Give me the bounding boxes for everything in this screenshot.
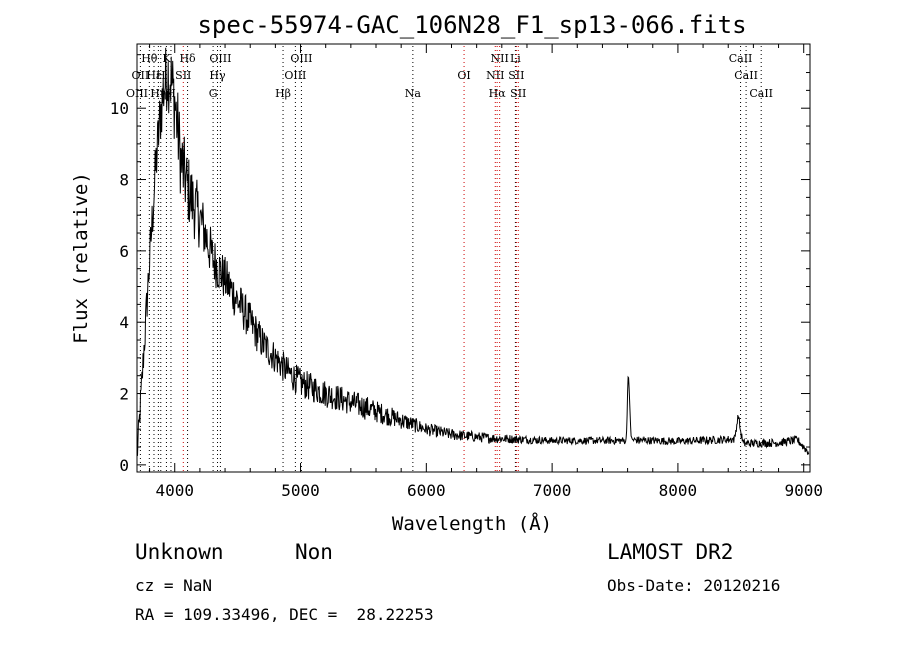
y-tick-label: 8	[119, 171, 129, 190]
axis-ticks: 4000 5000 6000 7000 8000 9000 0 2 4 6 8 10	[110, 44, 823, 500]
object-class: Unknown	[135, 540, 224, 564]
spectral-line-label: G	[209, 87, 218, 100]
spectral-line-label: SII	[508, 69, 524, 82]
y-tick-label: 2	[119, 385, 129, 404]
spectral-line-label: OII	[132, 69, 150, 82]
spectral-line-label: CaII	[729, 52, 753, 65]
spectral-line-label: Hδ	[179, 52, 196, 65]
spectral-line-label: Hα	[489, 87, 507, 100]
y-tick-label: 0	[119, 456, 129, 475]
spectral-line-label: NII	[491, 52, 509, 65]
spectral-line-label: OIII	[126, 87, 148, 100]
spectral-line-label: OIII	[284, 69, 306, 82]
spectral-line-label: K	[162, 52, 171, 65]
survey-name: LAMOST DR2	[607, 540, 734, 564]
spectral-line-label: SII	[175, 69, 191, 82]
spectral-line-label: NII	[486, 69, 504, 82]
spectral-line-label: Hγ	[209, 69, 226, 82]
y-tick-label: 6	[119, 242, 129, 261]
coordinates: RA = 109.33496, DEC = 28.22253	[135, 605, 434, 624]
chart-title: spec-55974-GAC_106N28_F1_sp13-066.fits	[197, 11, 746, 39]
x-tick-label: 4000	[155, 481, 194, 500]
x-tick-label: 9000	[784, 481, 823, 500]
spectral-line-label: Na	[405, 87, 422, 100]
redshift-value: cz = NaN	[135, 576, 213, 595]
spectral-line-label: H	[156, 69, 166, 82]
y-tick-label: 4	[119, 313, 129, 332]
spectrum-series-line	[136, 47, 810, 456]
spectral-line-label: CaII	[734, 69, 758, 82]
spectral-line-label: CaII	[749, 87, 773, 100]
x-tick-label: 6000	[407, 481, 446, 500]
x-tick-label: 5000	[281, 481, 320, 500]
spectral-line-label: OIII	[290, 52, 312, 65]
spectral-line-label: OI	[457, 69, 470, 82]
x-axis-label: Wavelength (Å)	[392, 512, 552, 535]
y-tick-label: 10	[110, 99, 129, 118]
spectral-line-label: Li	[510, 52, 521, 65]
spectral-line-label: OIII	[209, 52, 231, 65]
spectral-line-label: SII	[510, 87, 526, 100]
x-tick-label: 8000	[659, 481, 698, 500]
spectral-line-label: Hβ	[275, 87, 291, 100]
plot-frame	[136, 43, 811, 473]
observation-date: Obs-Date: 20120216	[607, 576, 781, 595]
x-tick-label: 7000	[533, 481, 572, 500]
y-axis-label: Flux (relative)	[70, 172, 92, 344]
spectral-line-label: Hθ	[141, 52, 158, 65]
object-subclass: Non	[295, 540, 333, 564]
